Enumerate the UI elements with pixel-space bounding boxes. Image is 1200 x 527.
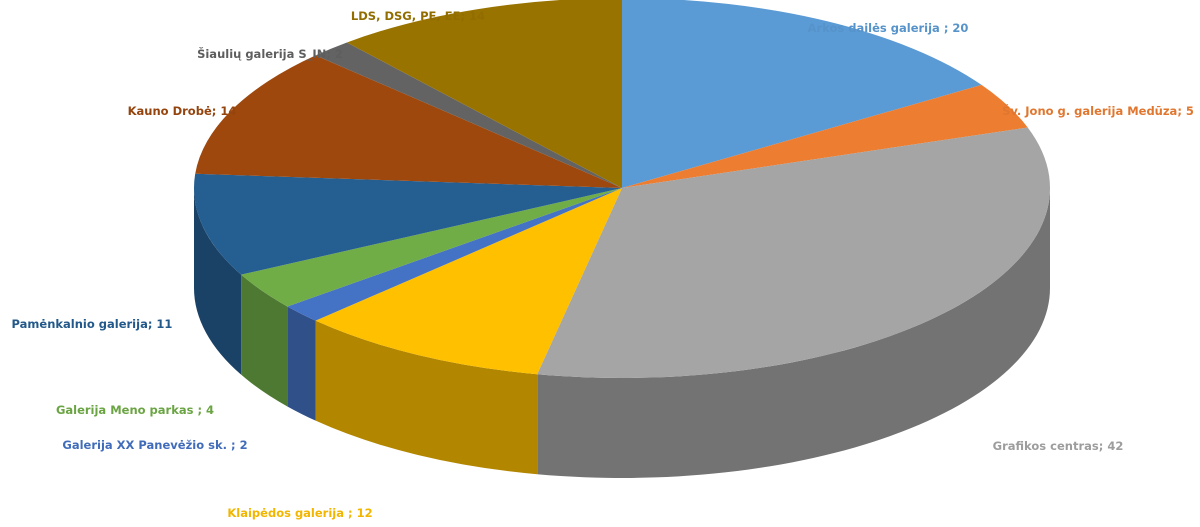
pie-sides xyxy=(194,188,1050,478)
pie-slice-grafikos-centras xyxy=(537,127,1050,378)
pie-slice-pamenkalnio-galerija xyxy=(194,173,622,275)
data-label-klaipedos-galerija: Klaipėdos galerija ; 12 xyxy=(227,506,372,520)
pie-slice-kauno-drobe xyxy=(195,55,622,188)
data-label-lds-dsg-pe-ee: LDS, DSG, PE, EE; 14 xyxy=(351,9,485,23)
data-label-galerija-xx-panevezio-sk: Galerija XX Panevėžio sk. ; 2 xyxy=(62,438,247,452)
pie-side-galerija-meno-parkas xyxy=(241,274,288,407)
data-label-sv-jono-g-galerija-meduza: Šv. Jono g. galerija Medūza; 5 xyxy=(1002,103,1194,118)
pie-side-grafikos-centras xyxy=(537,188,1050,478)
data-label-arkos-dailes-galerija: Arkos dailės galerija ; 20 xyxy=(808,21,969,35)
pie-slice-galerija-meno-parkas xyxy=(241,188,622,307)
pie-slice-galerija-xx-panevezio-sk xyxy=(287,188,622,321)
pie-slice-lds-dsg-pe-ee xyxy=(346,0,622,188)
pie-slice-siauliu-galerija-s-in xyxy=(315,42,622,189)
data-label-grafikos-centras: Grafikos centras; 42 xyxy=(993,439,1124,453)
pie-side-klaipedos-galerija xyxy=(315,320,538,475)
data-label-kauno-drobe: Kauno Drobė; 14 xyxy=(128,104,237,118)
data-label-galerija-meno-parkas: Galerija Meno parkas ; 4 xyxy=(56,403,214,417)
pie-labels: Arkos dailės galerija ; 20 Šv. Jono g. ga… xyxy=(12,9,1194,520)
pie-side-galerija-xx-panevezio-sk xyxy=(287,306,316,421)
pie-tops xyxy=(194,0,1050,378)
pie-side-pamenkalnio-galerija xyxy=(194,188,242,375)
data-label-siauliu-galerija-s-in: Šiaulių galerija S_IN; 2 xyxy=(197,46,343,62)
pie-slice-klaipedos-galerija xyxy=(315,188,622,375)
data-label-pamenkalnio-galerija: Pamėnkalnio galerija; 11 xyxy=(12,317,173,331)
pie-slice-sv-jono-g-galerija-meduza xyxy=(622,84,1028,188)
pie-slice-arkos-dailes-galerija xyxy=(622,0,982,188)
